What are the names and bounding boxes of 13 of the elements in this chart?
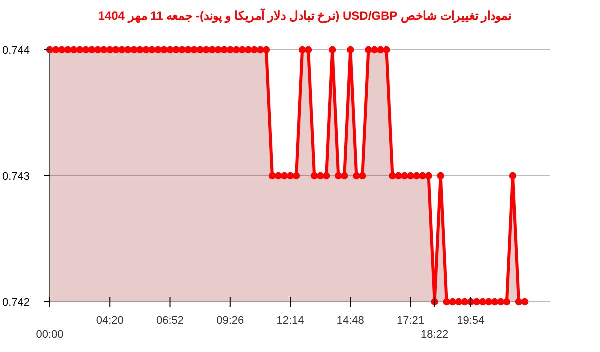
x-tick-label: 14:48 [336, 315, 364, 327]
x-tick-label: 04:20 [96, 315, 124, 327]
y-tick-label: 0.742 [2, 297, 30, 309]
x-tick-label: 18:22 [421, 329, 449, 341]
x-tick-label: 06:52 [156, 315, 184, 327]
x-tick-label: 09:26 [216, 315, 244, 327]
x-tick-label: 00:00 [36, 329, 64, 341]
y-tick-label: 0.743 [2, 171, 30, 183]
x-tick-label: 12:14 [276, 315, 304, 327]
x-tick-label: 17:21 [396, 315, 425, 327]
y-tick-label: 0.744 [2, 45, 30, 57]
chart-title: نمودار تغییرات شاخص USD/GBP (نرخ تبادل دلار آمریکا و پوند)- جمعه 11 مهر 1404 [98, 7, 512, 24]
x-tick-label: 19:54 [457, 315, 485, 327]
